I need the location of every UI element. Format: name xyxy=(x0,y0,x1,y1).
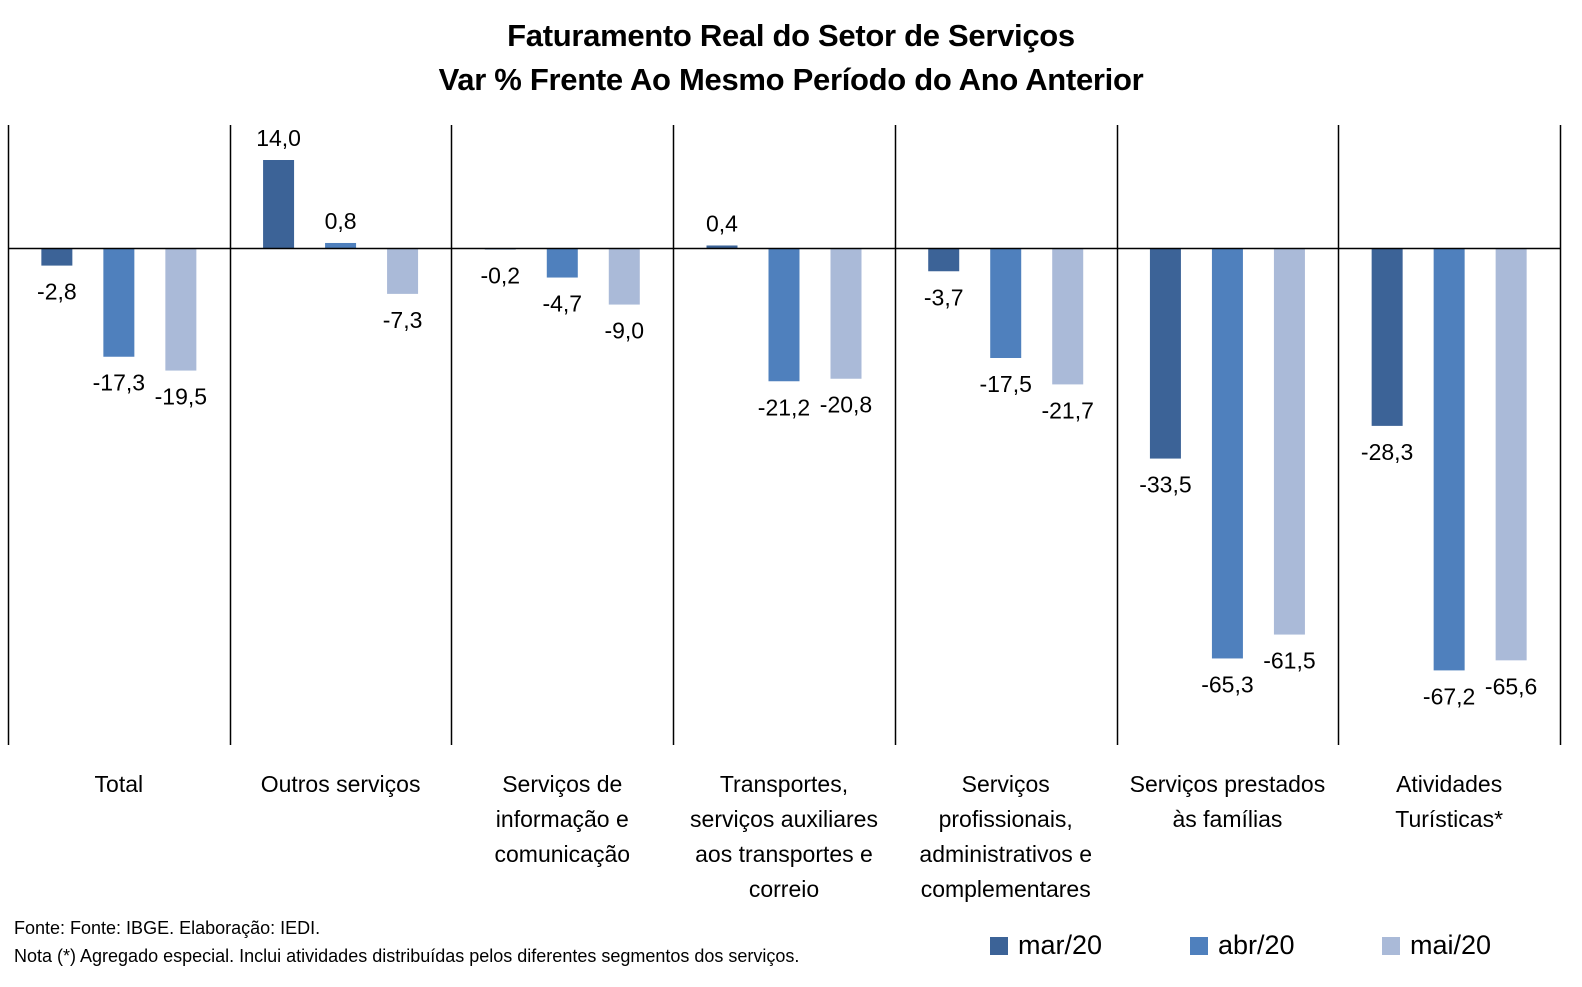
data-label: -65,6 xyxy=(1485,673,1537,699)
legend-label-mar: mar/20 xyxy=(1018,930,1103,960)
data-label: 14,0 xyxy=(256,125,301,151)
data-label: -17,3 xyxy=(93,370,145,396)
bar-mai-20 xyxy=(830,248,862,379)
data-label: -7,3 xyxy=(383,307,423,333)
category-label: Outros serviços xyxy=(261,771,421,797)
legend-label-mai: mai/20 xyxy=(1410,930,1492,960)
data-label: -9,0 xyxy=(604,318,644,344)
bar-mai-20 xyxy=(1273,248,1305,635)
data-label: -28,3 xyxy=(1361,439,1413,465)
category-label: Serviços prestados às famílias xyxy=(1130,771,1326,832)
bar-mai-20 xyxy=(1052,248,1084,385)
category-label: Total xyxy=(95,771,144,797)
chart-title: Faturamento Real do Setor de Serviços xyxy=(507,18,1075,53)
data-label: -67,2 xyxy=(1423,683,1475,709)
data-label: -2,8 xyxy=(37,279,77,305)
data-label: 0,8 xyxy=(325,208,357,234)
data-label: 0,4 xyxy=(706,210,738,236)
bar-abr-20 xyxy=(990,248,1022,358)
data-label: -61,5 xyxy=(1263,648,1315,674)
category-label: Atividades Turísticas* xyxy=(1395,771,1503,832)
legend-swatch-abr xyxy=(1190,936,1208,955)
data-label: -17,5 xyxy=(979,371,1031,397)
bar-mai-20 xyxy=(1495,248,1527,661)
legend-swatch-mar xyxy=(990,936,1008,955)
bar-abr-20 xyxy=(1433,248,1465,671)
bar-mar-20 xyxy=(706,245,738,248)
bar-abr-20 xyxy=(768,248,800,382)
footnote: Nota (*) Agregado especial. Inclui ativi… xyxy=(14,946,800,966)
data-label: -20,8 xyxy=(820,392,872,418)
data-label: -21,7 xyxy=(1041,397,1093,423)
category-label: Serviços de informação e comunicação xyxy=(495,771,631,867)
data-label: -65,3 xyxy=(1201,671,1253,697)
legend-swatch-mai xyxy=(1382,936,1400,955)
bar-mar-20 xyxy=(1371,248,1403,426)
bar-abr-20 xyxy=(325,242,357,248)
chart-subtitle: Var % Frente Ao Mesmo Período do Ano Ant… xyxy=(438,62,1144,97)
data-label: -19,5 xyxy=(155,384,207,410)
data-label: -33,5 xyxy=(1139,472,1191,498)
data-label: -3,7 xyxy=(924,284,964,310)
category-label: Transportes, serviços auxiliares aos trans… xyxy=(690,771,878,902)
legend-item-mai: mai/20 xyxy=(1382,930,1491,961)
data-label: -21,2 xyxy=(758,394,810,420)
legend-item-mar: mar/20 xyxy=(990,930,1102,961)
bar-mar-20 xyxy=(41,248,73,266)
data-label: -0,2 xyxy=(480,262,520,288)
bar-mai-20 xyxy=(387,248,419,294)
data-label: -4,7 xyxy=(542,291,582,317)
legend-item-abr: abr/20 xyxy=(1190,930,1295,961)
bar-abr-20 xyxy=(103,248,135,357)
legend-label-abr: abr/20 xyxy=(1218,930,1295,960)
bar-mar-20 xyxy=(263,160,295,248)
bar-mai-20 xyxy=(608,248,640,305)
bar-mai-20 xyxy=(165,248,197,371)
source-note: Fonte: Fonte: IBGE. Elaboração: IEDI. xyxy=(14,918,321,938)
bar-abr-20 xyxy=(1211,248,1243,659)
bar-abr-20 xyxy=(546,248,578,278)
bar-mar-20 xyxy=(928,248,960,272)
bar-mar-20 xyxy=(1149,248,1181,459)
